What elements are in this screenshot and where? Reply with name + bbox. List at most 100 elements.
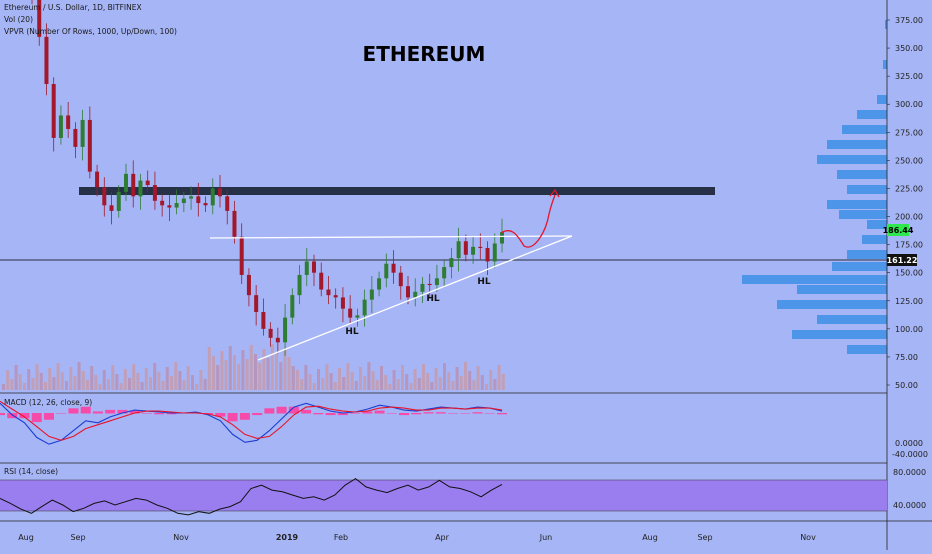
candle-body (384, 263, 389, 279)
volume-bar (174, 362, 178, 390)
volume-bar (434, 368, 438, 390)
volume-bar (430, 382, 434, 390)
candle-body (500, 232, 504, 244)
volume-bar (136, 373, 140, 390)
macd-pane (0, 400, 507, 445)
candle-body (485, 247, 490, 262)
macd-histogram-bar (435, 412, 446, 414)
volume-bar (371, 371, 375, 390)
level-price-label: 161.22 (887, 256, 918, 265)
macd-histogram-bar (56, 413, 67, 414)
volume-bar (69, 367, 73, 390)
volume-bar (485, 384, 488, 390)
volume-bar (497, 365, 501, 390)
volume-bar (14, 365, 18, 390)
candle-body (210, 188, 215, 206)
volume-bar (291, 366, 295, 390)
volume-bar (186, 366, 190, 390)
level-price-badge (887, 254, 917, 266)
macd-histogram-bar (0, 413, 5, 416)
current-price-label: 186.44 (883, 226, 914, 235)
price-tick-label: 175.00 (895, 241, 923, 250)
volume-bar (426, 373, 430, 390)
candle-body (124, 173, 128, 192)
resistance-zone (79, 187, 715, 195)
candle-body (398, 272, 403, 287)
volume-bar (354, 381, 358, 390)
macd-histogram-bar (484, 413, 495, 414)
candle-body (362, 299, 367, 316)
volume-bar (220, 351, 224, 390)
candle-body (102, 187, 107, 206)
vpvr-bar (885, 20, 887, 29)
volume-bar (153, 363, 157, 390)
macd-histogram-bar (325, 413, 336, 416)
volume-bar (296, 370, 299, 390)
macd-histogram-bar (141, 413, 152, 414)
volume-bar (375, 380, 379, 390)
vpvr-bar (839, 210, 887, 219)
volume-bar (342, 377, 346, 390)
macd-histogram-bar (215, 413, 226, 417)
volume-bar (409, 383, 413, 390)
time-tick-label: Jun (539, 533, 553, 542)
time-tick-label: Apr (435, 533, 450, 542)
volume-bar (405, 374, 409, 390)
time-tick-label: Feb (334, 533, 348, 542)
vpvr-bar (862, 235, 887, 244)
macd-histogram-bar (31, 413, 42, 423)
candle-body (51, 84, 56, 138)
macd-histogram-bar (288, 406, 299, 414)
price-tick-label: 325.00 (895, 72, 923, 81)
volume-bar (363, 376, 367, 390)
vpvr-legend: VPVR (Number Of Rows, 1000, Up/Down, 100… (4, 27, 177, 36)
volume-bar (216, 365, 220, 390)
volume-bar (212, 356, 215, 390)
macd-legend: MACD (12, 26, close, 9) (4, 398, 93, 407)
candle-body (66, 115, 71, 129)
volume-bar (199, 370, 203, 390)
candle-body (95, 171, 100, 188)
volume-bar (191, 375, 194, 390)
price-tick-label: 125.00 (895, 297, 923, 306)
volume-bar (178, 371, 182, 390)
price-tick-label: 350.00 (895, 44, 923, 53)
volume-bar (39, 373, 43, 390)
volume-bar (102, 370, 106, 390)
volume-bar (207, 347, 211, 390)
vol-legend: Vol (20) (4, 15, 34, 24)
volume-bar (249, 345, 253, 390)
volume-bar (455, 367, 459, 390)
candle-body (196, 196, 201, 204)
vpvr-bar (792, 330, 887, 339)
volume-bar (413, 369, 417, 390)
price-tick-label: 250.00 (895, 156, 923, 165)
price-tick-label: 75.00 (895, 353, 918, 362)
macd-histogram-bar (313, 413, 324, 415)
triangle-top-line (209, 235, 573, 239)
candle-body (116, 191, 121, 211)
volume-bar (472, 380, 476, 390)
volume-bar (367, 362, 371, 390)
volume-bar (480, 375, 484, 390)
vpvr-bar (847, 185, 887, 194)
volume-bar (48, 368, 52, 390)
volume-bar (287, 357, 291, 390)
candle-body (239, 236, 244, 275)
volume-bar (81, 371, 85, 390)
triangle-bottom-line (257, 235, 573, 361)
macd-histogram-bar (386, 413, 397, 414)
volume-bar (65, 381, 68, 390)
candle-body (254, 295, 259, 312)
macd-histogram-bar (350, 413, 361, 414)
vpvr-bar (817, 315, 887, 324)
rsi-line (0, 477, 503, 516)
macd-histogram-bar (362, 411, 373, 414)
volume-bar (73, 376, 77, 390)
rsi-legend: RSI (14, close) (4, 467, 59, 476)
time-tick-label: Sep (697, 533, 712, 542)
candle-body (109, 205, 114, 211)
volume-bar (275, 353, 278, 390)
price-tick-label: 50.00 (895, 381, 918, 390)
vpvr-bar (847, 345, 887, 354)
